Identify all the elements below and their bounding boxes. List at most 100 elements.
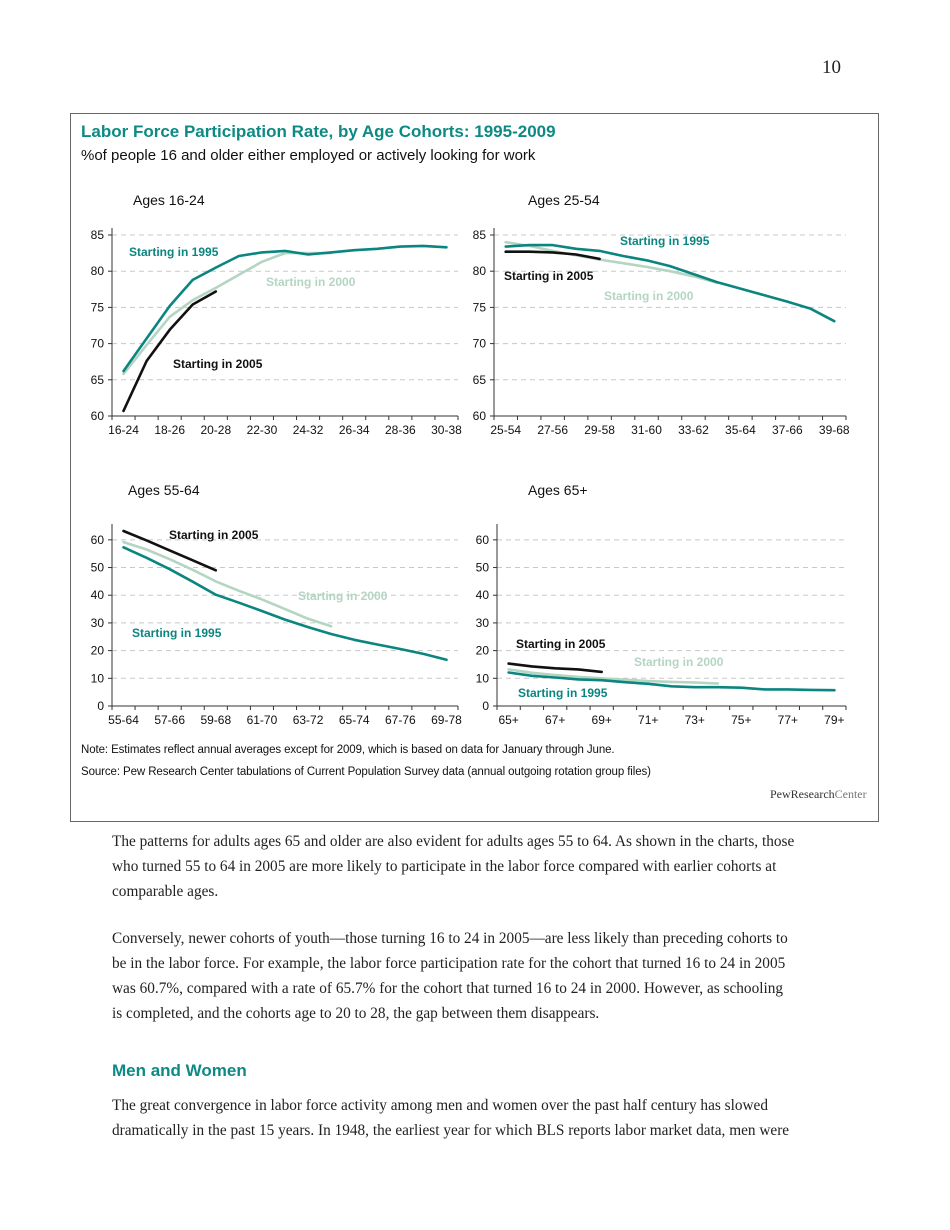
x-tick-label: 79+ (824, 713, 844, 727)
y-tick-label: 70 (473, 337, 487, 351)
series-line-starting-in-1995 (122, 244, 448, 373)
y-tick-label: 30 (476, 616, 490, 630)
series-line-starting-in-2000 (507, 668, 720, 685)
series-label: Starting in 2000 (604, 289, 694, 303)
x-tick-label: 37-66 (772, 423, 803, 437)
series-line-starting-in-2005 (504, 250, 601, 261)
y-tick-label: 10 (91, 671, 105, 685)
x-tick-label: 25-54 (490, 423, 521, 437)
series-line-starting-in-2005 (122, 529, 218, 572)
figure-subtitle: %of people 16 and older either employed … (81, 147, 536, 164)
panel-title: Ages 55-64 (128, 482, 200, 498)
pew-logo: PewResearchCenter (770, 787, 867, 802)
x-tick-label: 26-34 (339, 423, 370, 437)
series-label: Starting in 1995 (132, 626, 222, 640)
page-number: 10 (822, 57, 841, 78)
x-tick-label: 39-68 (819, 423, 850, 437)
panel-title: Ages 65+ (528, 482, 588, 498)
y-tick-label: 85 (473, 228, 487, 242)
x-tick-label: 31-60 (631, 423, 662, 437)
y-tick-label: 50 (91, 561, 105, 575)
body-text-line: dramatically in the past 15 years. In 19… (112, 1122, 790, 1139)
x-tick-label: 20-28 (200, 423, 231, 437)
series-label: Starting in 2000 (298, 589, 388, 603)
series-label: Starting in 2005 (173, 357, 263, 371)
x-tick-label: 27-56 (537, 423, 568, 437)
x-tick-label: 65+ (498, 713, 518, 727)
y-tick-label: 60 (476, 533, 490, 547)
x-tick-label: 75+ (731, 713, 751, 727)
y-tick-label: 60 (91, 533, 105, 547)
x-tick-label: 35-64 (725, 423, 756, 437)
series-label: Starting in 2000 (266, 275, 356, 289)
panel-title: Ages 25-54 (528, 192, 600, 208)
x-tick-label: 61-70 (247, 713, 278, 727)
y-tick-label: 0 (97, 699, 104, 713)
series-line-starting-in-2005 (122, 290, 218, 413)
y-tick-label: 80 (473, 264, 487, 278)
y-tick-label: 65 (473, 373, 487, 387)
series-label: Starting in 1995 (129, 245, 219, 259)
y-tick-label: 75 (473, 300, 487, 314)
figure-frame (70, 113, 879, 822)
x-tick-label: 59-68 (200, 713, 231, 727)
y-tick-label: 50 (476, 561, 490, 575)
y-tick-label: 10 (476, 671, 490, 685)
figure-note: Note: Estimates reflect annual averages … (81, 744, 615, 756)
x-tick-label: 29-58 (584, 423, 615, 437)
series-line-starting-in-2005 (507, 662, 604, 674)
y-tick-label: 60 (91, 409, 105, 423)
series-label: Starting in 1995 (518, 686, 608, 700)
x-tick-label: 77+ (778, 713, 798, 727)
y-tick-label: 40 (91, 588, 105, 602)
series-line-starting-in-2000 (504, 240, 719, 285)
series-line-starting-in-2000 (122, 251, 333, 376)
series-label: Starting in 1995 (620, 234, 710, 248)
x-tick-label: 73+ (685, 713, 705, 727)
y-tick-label: 70 (91, 337, 105, 351)
x-tick-label: 22-30 (247, 423, 278, 437)
x-tick-label: 57-66 (154, 713, 185, 727)
body-text-line: comparable ages. (112, 883, 219, 900)
x-tick-label: 30-38 (431, 423, 462, 437)
x-tick-label: 69+ (592, 713, 612, 727)
series-line-starting-in-2000 (122, 540, 333, 628)
x-tick-label: 33-62 (678, 423, 709, 437)
body-text-line: The great convergence in labor force act… (112, 1097, 768, 1114)
series-label: Starting in 2005 (169, 528, 259, 542)
x-tick-label: 71+ (638, 713, 658, 727)
y-tick-label: 0 (482, 699, 489, 713)
x-tick-label: 24-32 (293, 423, 324, 437)
y-tick-label: 40 (476, 588, 490, 602)
y-tick-label: 65 (91, 373, 105, 387)
section-heading: Men and Women (112, 1061, 247, 1080)
x-tick-label: 16-24 (108, 423, 139, 437)
logo-part2: Center (834, 787, 867, 801)
figure-source: Source: Pew Research Center tabulations … (81, 766, 651, 778)
series-line-starting-in-1995 (507, 671, 836, 692)
figure-title: Labor Force Participation Rate, by Age C… (81, 122, 556, 141)
x-tick-label: 18-26 (154, 423, 185, 437)
body-text-line: The patterns for adults ages 65 and olde… (112, 833, 795, 850)
series-label: Starting in 2000 (634, 655, 724, 669)
x-tick-label: 65-74 (339, 713, 370, 727)
x-tick-label: 67-76 (385, 713, 416, 727)
y-tick-label: 60 (473, 409, 487, 423)
x-tick-label: 55-64 (108, 713, 139, 727)
body-text-line: be in the labor force. For example, the … (112, 955, 786, 972)
y-tick-label: 20 (91, 644, 105, 658)
y-tick-label: 75 (91, 300, 105, 314)
x-tick-label: 28-36 (385, 423, 416, 437)
body-text-line: who turned 55 to 64 in 2005 are more lik… (112, 858, 777, 875)
y-tick-label: 20 (476, 644, 490, 658)
x-tick-label: 63-72 (293, 713, 324, 727)
body-text-line: was 60.7%, compared with a rate of 65.7%… (112, 980, 784, 997)
body-text-line: Conversely, newer cohorts of youth—those… (112, 930, 788, 947)
series-line-starting-in-1995 (122, 545, 448, 662)
logo-part1: PewResearch (770, 787, 835, 801)
x-tick-label: 67+ (545, 713, 565, 727)
series-label: Starting in 2005 (504, 269, 594, 283)
series-label: Starting in 2005 (516, 637, 606, 651)
